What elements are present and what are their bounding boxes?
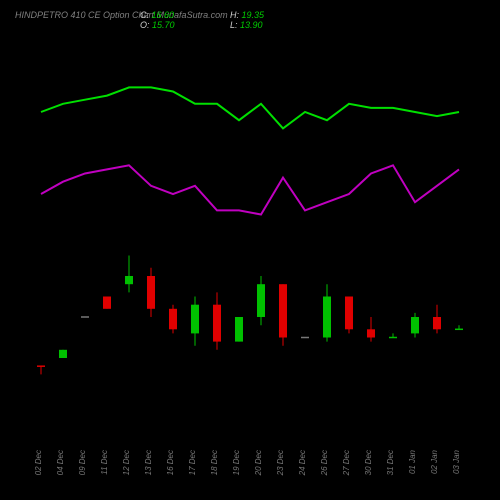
x-axis-label: 11 Dec [100,450,109,475]
candle-body [433,317,441,329]
x-axis-label: 17 Dec [188,450,197,475]
candle-body [213,305,221,342]
x-axis-label: 13 Dec [144,450,153,475]
x-axis-label: 03 Jan [452,449,461,474]
x-axis-label: 27 Dec [342,450,351,476]
x-axis-label: 26 Dec [320,450,329,476]
x-axis-label: 20 Dec [254,450,263,476]
x-axis-label: 01 Jan [408,449,417,474]
indicator-line-1 [41,87,459,128]
candle-body [257,284,265,317]
candle-body [59,350,67,358]
x-axis-label: 04 Dec [56,450,65,475]
candle-body [279,284,287,337]
chart-container: HINDPETRO 410 CE Option Chart MunafaSutr… [0,0,500,500]
candle-body [125,276,133,284]
candle-body [367,329,375,337]
x-axis-label: 19 Dec [232,450,241,475]
candle-body [235,317,243,342]
candle-body [191,305,199,334]
candle-body [103,297,111,309]
x-axis-label: 09 Dec [78,450,87,475]
x-axis-label: 24 Dec [298,450,307,476]
candle-body [345,297,353,330]
indicator-line-2 [41,165,459,214]
x-axis-label: 18 Dec [210,450,219,475]
price-chart: 02 Dec 04 Dec 09 Dec 11 Dec 12 Dec 13 Dec 16 D… [0,0,500,500]
x-axis-label: 12 Dec [122,450,131,475]
x-axis-label: 16 Dec [166,450,175,475]
candle-body [169,309,177,330]
x-axis-label: 31 Dec [386,450,395,475]
x-axis-label: 23 Dec [276,450,285,476]
x-axis-label: 02 Dec [34,450,43,475]
candle-body [147,276,155,309]
x-axis-label: 30 Dec [364,450,373,475]
candle-body [411,317,419,333]
x-axis-label: 02 Jan [430,449,439,474]
candle-body [323,297,331,338]
